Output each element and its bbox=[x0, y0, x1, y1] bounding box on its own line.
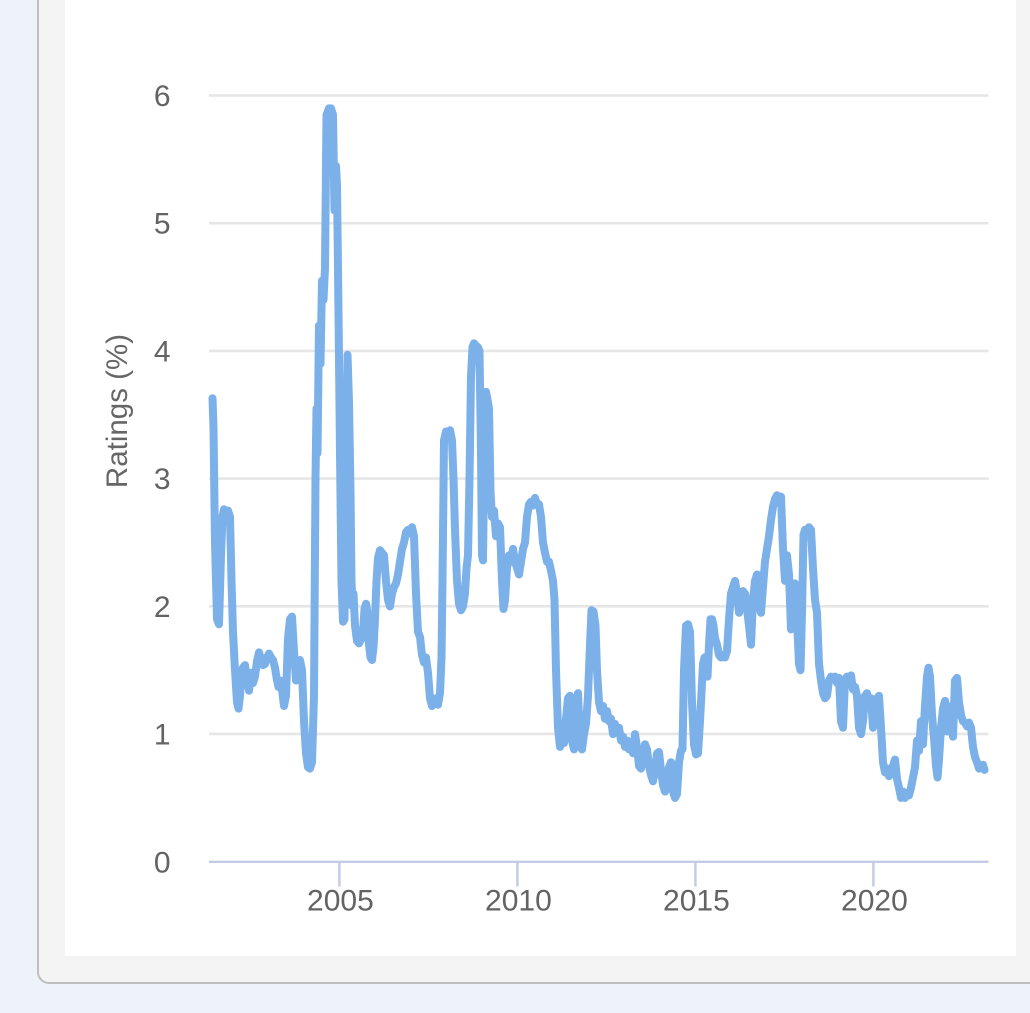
svg-text:2: 2 bbox=[154, 591, 171, 624]
svg-text:2015: 2015 bbox=[663, 885, 730, 918]
svg-text:5: 5 bbox=[154, 208, 171, 241]
svg-text:2020: 2020 bbox=[841, 885, 908, 918]
svg-text:1: 1 bbox=[154, 718, 171, 751]
svg-text:2005: 2005 bbox=[307, 885, 374, 918]
svg-text:2010: 2010 bbox=[485, 885, 552, 918]
svg-text:0: 0 bbox=[154, 846, 171, 879]
svg-text:Ratings (%): Ratings (%) bbox=[101, 334, 134, 488]
svg-text:3: 3 bbox=[154, 463, 171, 496]
svg-text:4: 4 bbox=[154, 335, 171, 368]
svg-text:6: 6 bbox=[154, 80, 171, 113]
